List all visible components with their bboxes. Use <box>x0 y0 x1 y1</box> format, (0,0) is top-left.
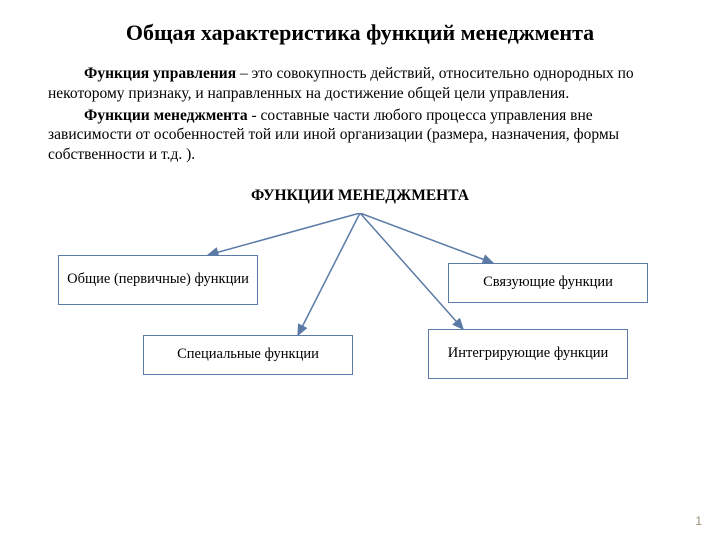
functions-diagram: Общие (первичные) функции Связующие функц… <box>48 213 672 413</box>
page-number: 1 <box>695 514 702 528</box>
paragraph-1: Функция управления – это совокупность де… <box>48 64 672 104</box>
paragraph-2: Функции менеджмента - составные части лю… <box>48 106 672 165</box>
diagram-arrows <box>48 213 672 413</box>
para1-bold: Функция управления <box>84 65 236 82</box>
diagram-node: Специальные функции <box>143 335 353 375</box>
slide-title: Общая характеристика функций менеджмента <box>48 20 672 46</box>
diagram-node: Общие (первичные) функции <box>58 255 258 305</box>
diagram-node: Связующие функции <box>448 263 648 303</box>
section-heading: ФУНКЦИИ МЕНЕДЖМЕНТА <box>48 187 672 205</box>
diagram-node: Интегрирующие функции <box>428 329 628 379</box>
para2-bold: Функции менеджмента <box>84 107 248 124</box>
